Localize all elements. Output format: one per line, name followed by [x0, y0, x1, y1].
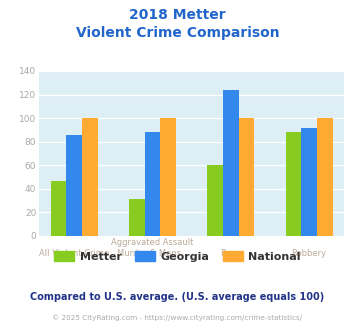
Text: Murder & Mans...: Murder & Mans... [117, 249, 189, 258]
Legend: Metter, Georgia, National: Metter, Georgia, National [50, 247, 305, 267]
Text: 2018 Metter: 2018 Metter [129, 8, 226, 22]
Bar [160, 118, 176, 236]
Text: Compared to U.S. average. (U.S. average equals 100): Compared to U.S. average. (U.S. average … [31, 292, 324, 302]
Bar [129, 199, 145, 236]
Bar [51, 181, 66, 236]
Bar [239, 118, 254, 236]
Text: Violent Crime Comparison: Violent Crime Comparison [76, 26, 279, 40]
Text: All Violent Crime: All Violent Crime [39, 249, 109, 258]
Bar [223, 90, 239, 236]
Bar [82, 118, 98, 236]
Bar [317, 118, 333, 236]
Text: Robbery: Robbery [291, 249, 327, 258]
Bar [286, 132, 301, 236]
Text: Rape: Rape [220, 249, 242, 258]
Text: © 2025 CityRating.com - https://www.cityrating.com/crime-statistics/: © 2025 CityRating.com - https://www.city… [53, 314, 302, 321]
Bar [145, 132, 160, 236]
Bar [301, 127, 317, 236]
Text: Aggravated Assault: Aggravated Assault [111, 238, 194, 247]
Bar [66, 135, 82, 236]
Bar [207, 165, 223, 236]
